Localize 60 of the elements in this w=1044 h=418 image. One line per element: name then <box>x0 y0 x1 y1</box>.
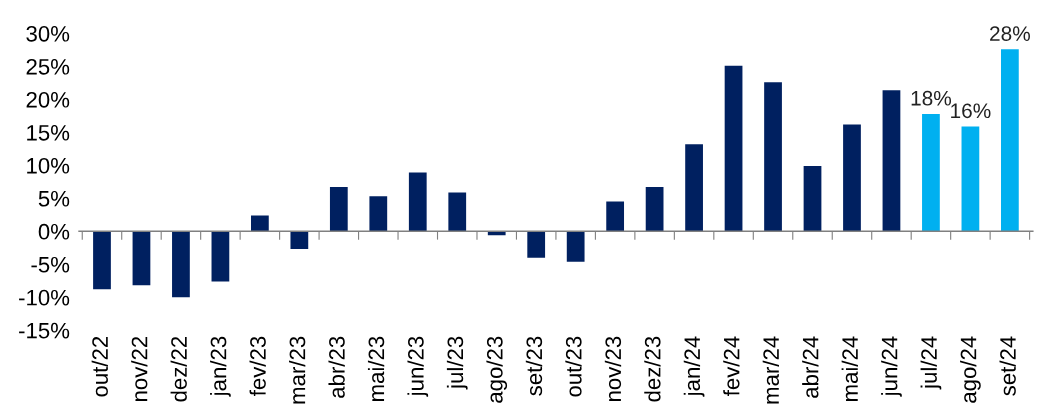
data-label: 18% <box>911 90 952 106</box>
y-tick-label: 5% <box>38 190 70 207</box>
bar <box>93 231 111 290</box>
x-tick-label: set/24 <box>999 336 1016 396</box>
bar <box>172 231 190 298</box>
x-tick-label: ago/23 <box>486 336 508 403</box>
x-tick-label: jul/24 <box>920 336 942 390</box>
x-tick-label: out/23 <box>565 336 582 397</box>
y-tick-label: 10% <box>27 157 70 174</box>
bar <box>211 231 230 282</box>
x-tick-label: set/23 <box>525 336 543 396</box>
y-tick-label: -15% <box>19 322 70 339</box>
x-tick-label: abr/23 <box>328 336 345 398</box>
x-tick-label: mar/24 <box>762 336 779 404</box>
x-tick-label: jan/23 <box>210 336 231 397</box>
bar <box>764 82 782 232</box>
bar <box>606 201 625 232</box>
bar <box>685 144 703 232</box>
bar <box>448 192 467 232</box>
x-tick-label: nov/23 <box>604 336 622 402</box>
y-tick-label: 25% <box>26 58 70 75</box>
bar <box>251 215 269 232</box>
x-tick-label: fev/24 <box>723 336 740 396</box>
bar <box>803 166 822 232</box>
x-tick-label: jun/24 <box>881 336 902 397</box>
bar <box>843 124 861 232</box>
x-tick-label: dez/23 <box>644 336 661 402</box>
x-tick-label: abr/24 <box>802 336 819 398</box>
y-tick-label: 0% <box>38 223 70 240</box>
x-tick-label: mai/23 <box>367 336 385 401</box>
bar <box>724 65 743 232</box>
x-tick-label: jun/23 <box>407 336 429 397</box>
bar <box>290 231 309 250</box>
bar <box>645 187 664 232</box>
x-tick-label: ago/24 <box>960 336 981 403</box>
data-label: 16% <box>951 103 991 119</box>
x-tick-label: mar/23 <box>288 336 306 404</box>
y-tick-label: -5% <box>31 256 70 273</box>
y-tick-label: 15% <box>27 125 70 141</box>
x-tick-label: jan/24 <box>683 336 705 397</box>
bar <box>369 196 388 232</box>
data-label: 28% <box>990 26 1030 41</box>
bar <box>408 172 427 232</box>
x-tick-label: nov/22 <box>131 336 148 402</box>
x-tick-label: mai/24 <box>841 336 858 401</box>
bar <box>1000 49 1019 232</box>
bar <box>961 126 980 232</box>
x-tick-label: jul/23 <box>446 336 468 390</box>
bar <box>566 231 585 262</box>
y-tick-label: 20% <box>26 91 70 108</box>
bar <box>922 113 940 232</box>
bar <box>132 231 151 286</box>
bar <box>882 90 901 232</box>
y-tick-label: 30% <box>26 25 70 42</box>
y-tick-label: -10% <box>19 289 70 306</box>
bar <box>329 187 348 232</box>
bar <box>527 231 546 258</box>
x-tick-label: out/22 <box>91 336 108 397</box>
x-tick-label: fev/23 <box>249 336 266 396</box>
x-tick-label: dez/22 <box>170 336 187 402</box>
